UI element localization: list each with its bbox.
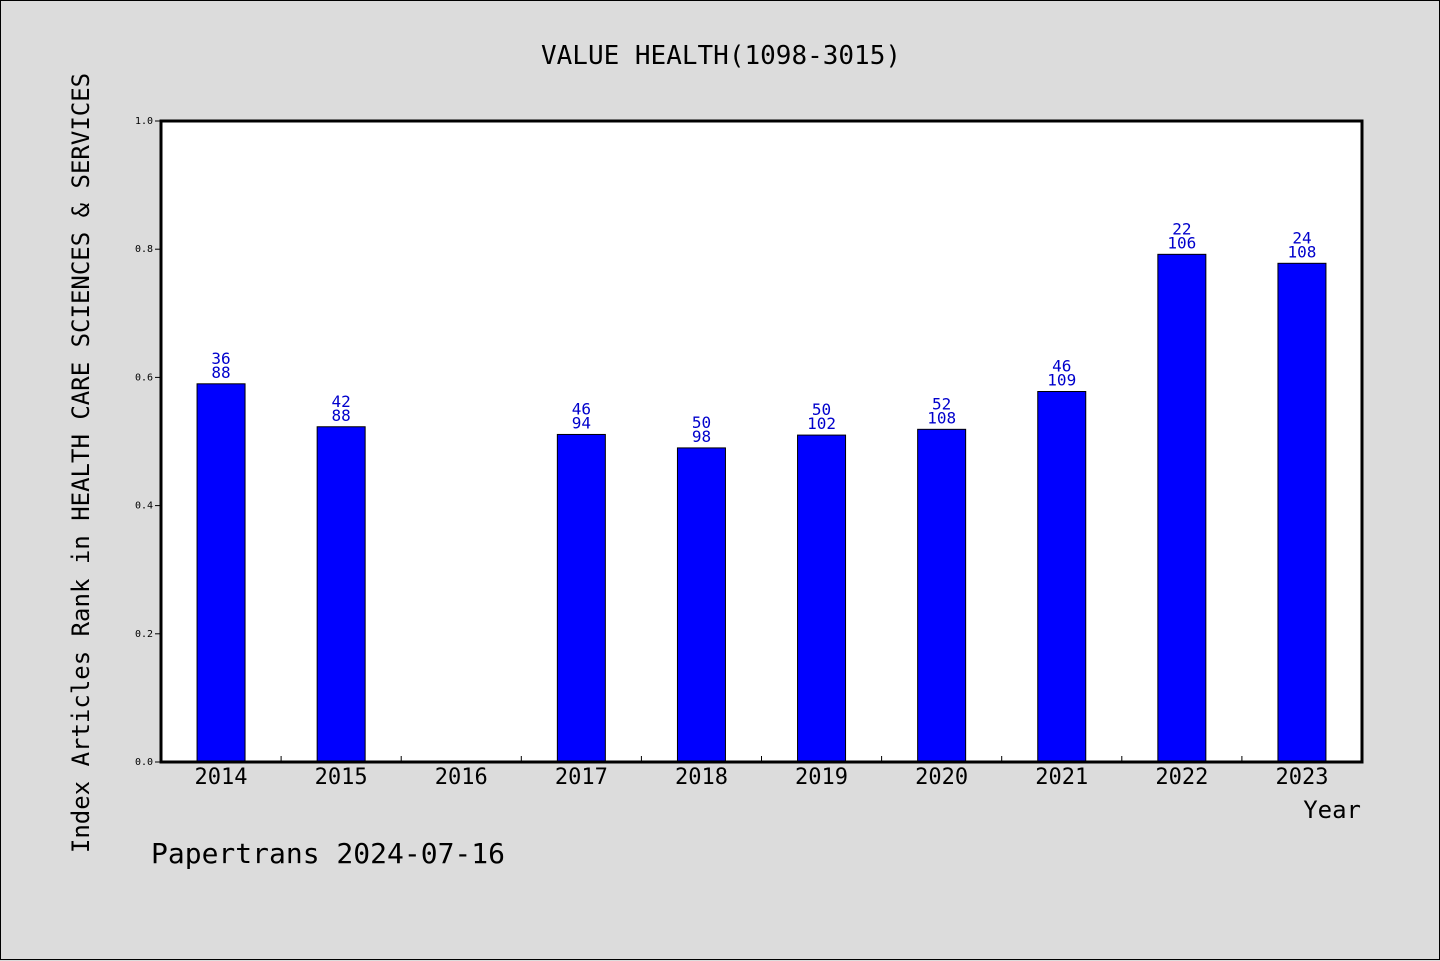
x-tick-label: 2023 [1275, 765, 1328, 790]
bar-2018 [676, 447, 726, 763]
data-label-top: 50 [692, 413, 711, 432]
data-label-top: 36 [211, 349, 230, 368]
data-label-bottom: 102 [807, 414, 836, 433]
y-tick-label: 0.0 [135, 757, 153, 768]
bar-2015 [316, 426, 366, 763]
x-tick-label: 2014 [195, 765, 248, 790]
data-label-bottom: 109 [1047, 371, 1076, 390]
x-tick-label: 2017 [555, 765, 608, 790]
x-tick-label: 2015 [315, 765, 368, 790]
y-tick-label: 0.8 [135, 244, 153, 255]
x-tick-label: 2021 [1035, 765, 1088, 790]
x-tick-label: 2018 [675, 765, 728, 790]
x-ticks-group: 2014 2015 2016 2017 2018 2019 2020 2021 2022 2023 [195, 756, 1328, 790]
data-label-top: 22 [1172, 219, 1191, 238]
data-label-bottom: 108 [927, 408, 956, 427]
y-axis-label: Index Articles Rank in HEALTH CARE SCIEN… [67, 73, 95, 853]
x-axis-label: Year [1303, 796, 1361, 824]
data-label-bottom: 98 [692, 427, 711, 446]
data-label-bottom: 88 [211, 363, 230, 382]
bar-2014 [196, 383, 246, 763]
bar-2020 [917, 428, 967, 763]
data-label-top: 42 [332, 392, 351, 411]
data-label-top: 52 [932, 394, 951, 413]
data-label-top: 46 [1052, 357, 1071, 376]
data-label-bottom: 88 [332, 406, 351, 425]
y-tick-label: 1.0 [135, 116, 153, 127]
x-tick-label: 2020 [915, 765, 968, 790]
bars-group [196, 253, 1327, 763]
y-tick-label: 0.2 [135, 629, 153, 640]
x-tick-label: 2019 [795, 765, 848, 790]
data-label-top: 50 [812, 400, 831, 419]
x-tick-label: 2022 [1155, 765, 1208, 790]
bar-2019 [797, 434, 847, 763]
data-label-bottom: 94 [572, 413, 591, 432]
footer-text: Papertrans 2024-07-16 [151, 837, 505, 870]
data-label-bottom: 108 [1287, 242, 1316, 261]
data-label-top: 24 [1292, 228, 1311, 247]
bar-2021 [1037, 391, 1087, 763]
y-tick-label: 0.6 [135, 372, 153, 383]
bar-2017 [556, 433, 606, 763]
bar-2023 [1277, 262, 1327, 763]
data-label-bottom: 106 [1167, 233, 1196, 252]
data-label-top: 46 [572, 399, 591, 418]
y-ticks-group: 0.0 0.2 0.4 0.6 0.8 1.0 [135, 116, 161, 768]
x-tick-label: 2016 [435, 765, 488, 790]
bar-2022 [1157, 253, 1207, 763]
chart-title: VALUE HEALTH(1098-3015) [541, 41, 901, 71]
y-tick-label: 0.4 [135, 501, 153, 512]
